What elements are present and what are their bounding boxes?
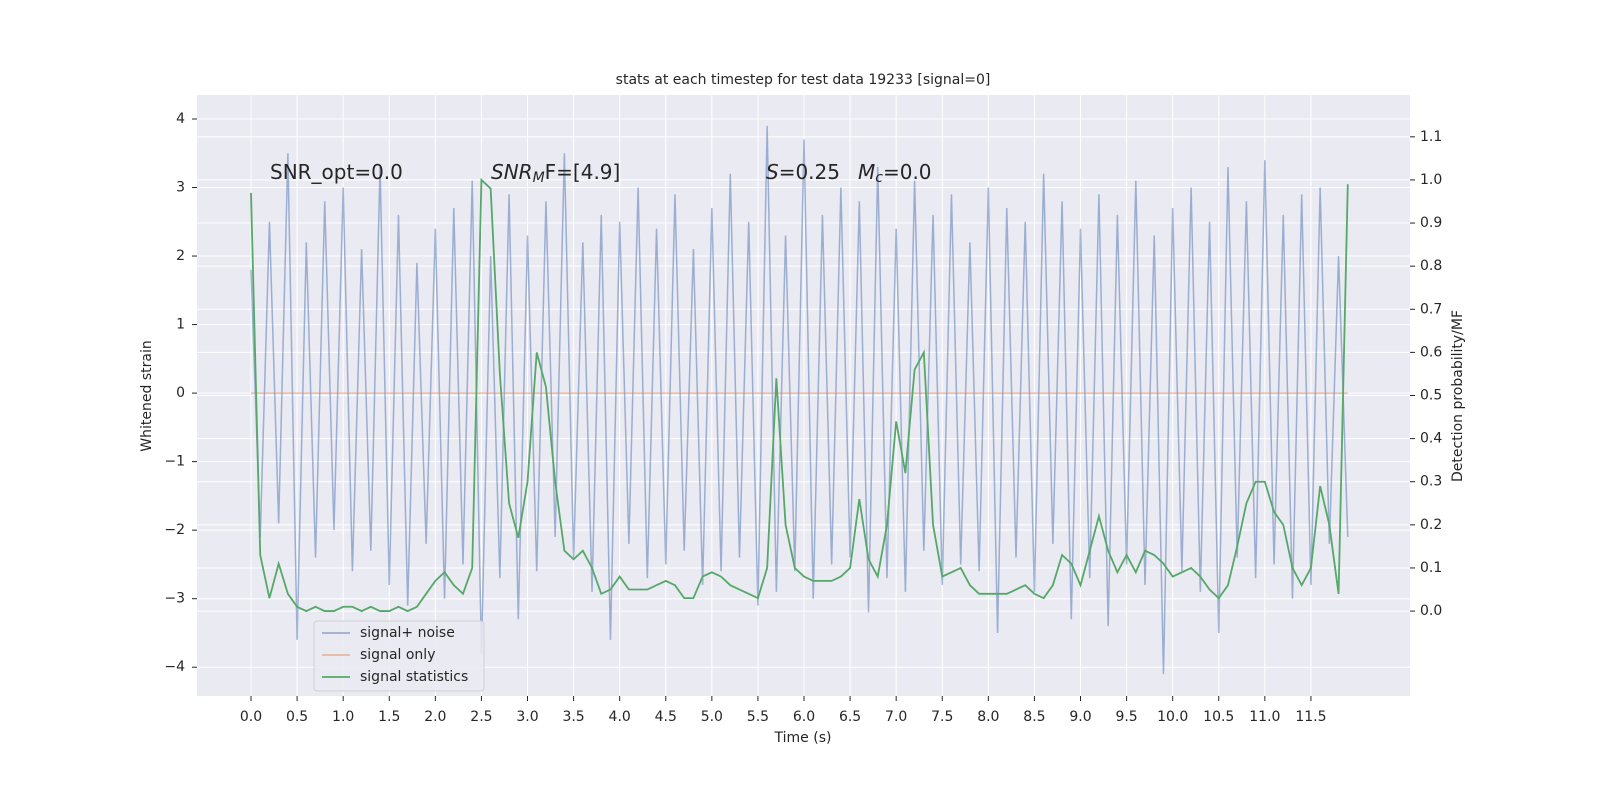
y-tick-label: −1 xyxy=(164,454,185,470)
y2-tick-label: 0.9 xyxy=(1420,215,1442,231)
x-tick-label: 7.0 xyxy=(885,709,907,725)
x-tick-label: 1.5 xyxy=(378,709,400,725)
annotation-part: SNR_opt=0.0 xyxy=(270,160,403,184)
x-tick-label: 6.0 xyxy=(793,709,815,725)
series-line xyxy=(250,125,1349,675)
x-tick-label: 11.5 xyxy=(1295,709,1326,725)
y2-tick-label: 1.0 xyxy=(1420,172,1442,188)
y-tick-label: −4 xyxy=(164,659,185,675)
x-tick-label: 9.5 xyxy=(1115,709,1137,725)
y-axis-label: Whitened strain xyxy=(139,340,155,451)
y-tick-label: −2 xyxy=(164,522,185,538)
x-tick-label: 4.5 xyxy=(655,709,677,725)
annotation-part: F=[4.9] xyxy=(545,160,621,184)
legend-label: signal+ noise xyxy=(360,625,455,641)
legend-label: signal only xyxy=(360,647,435,663)
x-tick-label: 3.0 xyxy=(516,709,538,725)
annotation-part: M xyxy=(533,170,545,186)
x-tick-label: 11.0 xyxy=(1249,709,1280,725)
x-tick-label: 10.0 xyxy=(1157,709,1188,725)
x-tick-label: 8.0 xyxy=(977,709,999,725)
x-tick-label: 4.0 xyxy=(609,709,631,725)
y2-axis-label: Detection probability/MF xyxy=(1450,310,1466,482)
annotation-part: =0.25 xyxy=(779,160,840,184)
y2-tick-label: 0.1 xyxy=(1420,560,1442,576)
y-tick-label: 4 xyxy=(176,111,185,127)
y2-tick-label: 0.7 xyxy=(1420,301,1442,317)
x-tick-label: 8.5 xyxy=(1023,709,1045,725)
x-tick-label: 5.5 xyxy=(747,709,769,725)
x-tick-label: 0.0 xyxy=(240,709,262,725)
y2-tick-label: 1.1 xyxy=(1420,129,1442,145)
series-line xyxy=(250,177,1349,613)
legend-box xyxy=(313,620,485,692)
annotation: SNRMF=[4.9] xyxy=(491,160,620,187)
annotation: SNR_opt=0.0 xyxy=(270,160,403,184)
y-tick-label: 1 xyxy=(176,317,185,333)
y-tick-label: 0 xyxy=(176,385,185,401)
annotation-part: c xyxy=(875,170,883,186)
x-tick-label: 3.5 xyxy=(562,709,584,725)
x-tick-label: 0.5 xyxy=(286,709,308,725)
x-tick-label: 2.5 xyxy=(470,709,492,725)
y2-tick-label: 0.2 xyxy=(1420,517,1442,533)
y2-tick-label: 0.6 xyxy=(1420,344,1442,360)
y2-tick-label: 0.3 xyxy=(1420,474,1442,490)
annotation: Mc=0.0 xyxy=(858,160,932,187)
x-axis-label: Time (s) xyxy=(774,730,832,746)
annotation-part: M xyxy=(858,160,875,184)
x-tick-label: 5.0 xyxy=(701,709,723,725)
annotation-part: SNR xyxy=(491,160,533,184)
y2-tick-label: 0.0 xyxy=(1420,603,1442,619)
x-tick-label: 2.0 xyxy=(424,709,446,725)
x-tick-label: 7.5 xyxy=(931,709,953,725)
y-tick-label: 2 xyxy=(176,248,185,264)
chart-title: stats at each timestep for test data 192… xyxy=(616,72,991,88)
legend-label: signal statistics xyxy=(360,669,468,685)
annotation: S=0.25 xyxy=(766,160,840,184)
x-tick-label: 6.5 xyxy=(839,709,861,725)
y-tick-label: −3 xyxy=(164,591,185,607)
y2-tick-label: 0.4 xyxy=(1420,431,1442,447)
x-tick-label: 1.0 xyxy=(332,709,354,725)
x-tick-label: 10.5 xyxy=(1203,709,1234,725)
y2-tick-label: 0.5 xyxy=(1420,388,1442,404)
annotation-part: S xyxy=(766,160,779,184)
x-tick-label: 9.0 xyxy=(1069,709,1091,725)
y2-tick-label: 0.8 xyxy=(1420,258,1442,274)
annotation-part: =0.0 xyxy=(883,160,932,184)
y-tick-label: 3 xyxy=(176,180,185,196)
